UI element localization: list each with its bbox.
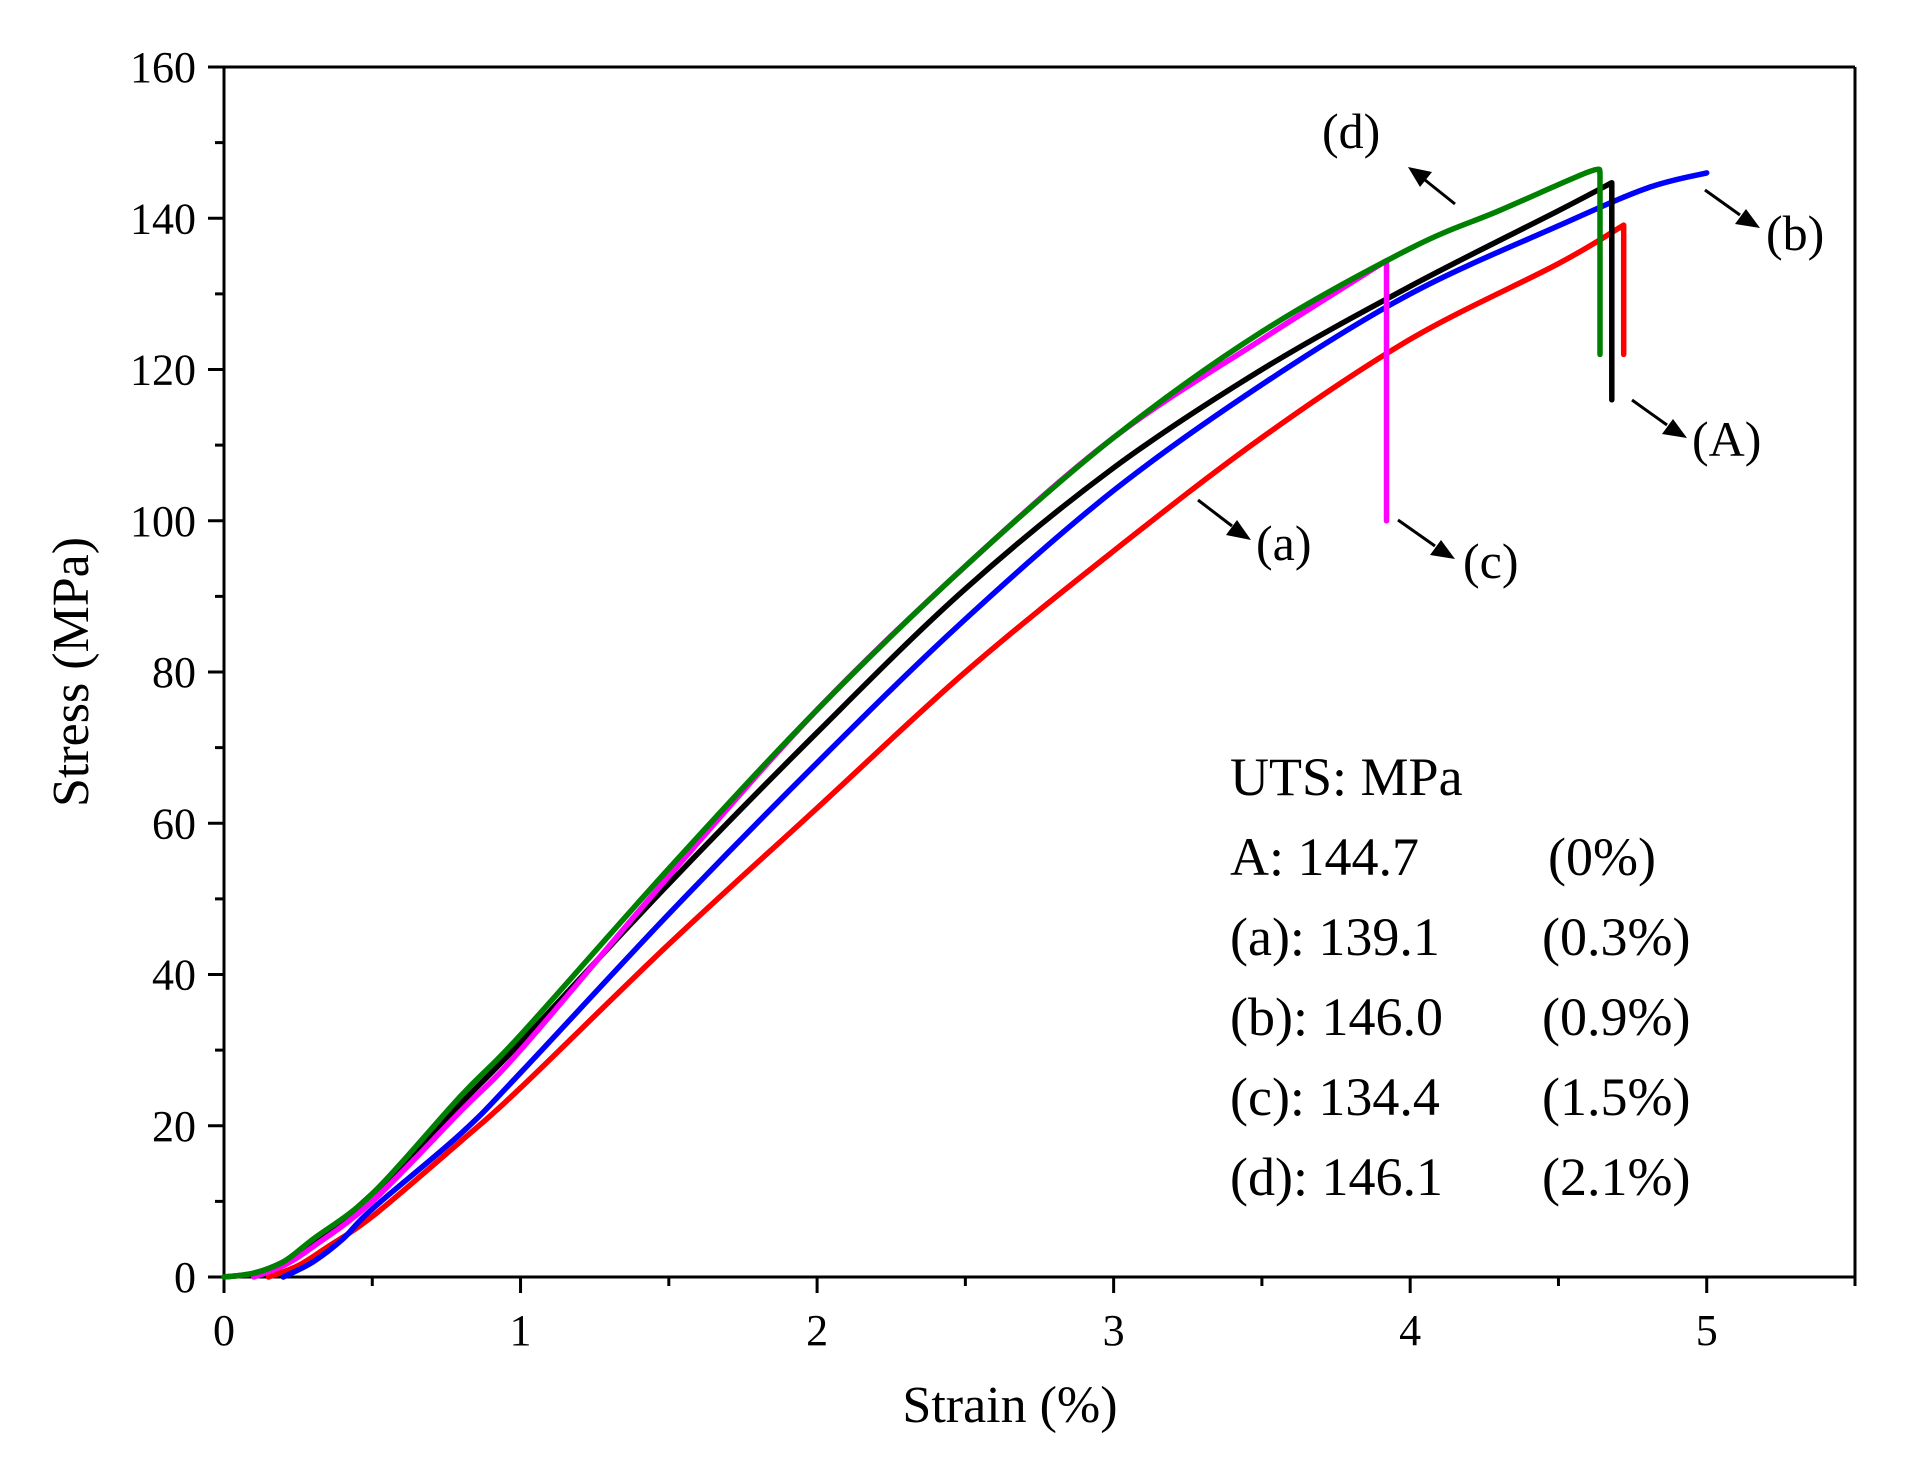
x-tick-label: 4 xyxy=(1399,1306,1421,1355)
arrow-b-head xyxy=(1735,209,1760,228)
y-tick-label: 40 xyxy=(152,951,196,1000)
y-tick-label: 160 xyxy=(130,43,196,92)
uts-legend: UTS: MPa A: 144.7 (0%) (a): 139.1 (0.3%)… xyxy=(1230,747,1690,1207)
arrow-A-line xyxy=(1631,398,1668,427)
arrow-c-head xyxy=(1430,540,1455,559)
series-line-A xyxy=(221,179,1615,1280)
x-tick-labels: 0 1 2 3 4 5 xyxy=(213,1306,1718,1355)
arrow-A-head xyxy=(1662,419,1687,438)
legend-row-a-pct: (0.3%) xyxy=(1542,907,1690,967)
legend-row-d-label: (d): 146.1 xyxy=(1230,1147,1443,1207)
legend-row-d-pct: (2.1%) xyxy=(1542,1147,1690,1207)
annotation-b: (b) xyxy=(1766,205,1824,261)
legend-row-c-label: (c): 134.4 xyxy=(1230,1067,1440,1127)
arrow-d-line xyxy=(1424,178,1456,206)
arrow-a-line xyxy=(1197,498,1233,528)
y-tick-label: 100 xyxy=(130,497,196,546)
legend-row-A-label: A: 144.7 xyxy=(1230,827,1419,887)
x-tick-label: 2 xyxy=(806,1306,828,1355)
y-tick-label: 60 xyxy=(152,799,196,848)
arrow-a-head xyxy=(1226,520,1251,540)
series-lines xyxy=(221,166,1710,1280)
legend-title: UTS: MPa xyxy=(1230,747,1463,807)
x-tick-label: 1 xyxy=(510,1306,532,1355)
legend-row-b-pct: (0.9%) xyxy=(1542,987,1690,1047)
x-tick-label: 3 xyxy=(1103,1306,1125,1355)
y-tick-label: 120 xyxy=(130,346,196,395)
legend-row-A-pct: (0%) xyxy=(1548,827,1656,887)
arrow-c-line xyxy=(1397,518,1436,548)
axis-ticks xyxy=(208,65,1857,1293)
series-line-b xyxy=(280,170,1710,1280)
legend-row-b-label: (b): 146.0 xyxy=(1230,987,1443,1047)
annotation-d: (d) xyxy=(1322,103,1380,159)
y-tick-label: 0 xyxy=(174,1253,196,1302)
y-tick-label: 140 xyxy=(130,194,196,243)
annotation-a: (a) xyxy=(1256,515,1312,571)
annotation-A: (A) xyxy=(1692,411,1761,467)
legend-row-c-pct: (1.5%) xyxy=(1542,1067,1690,1127)
arrow-b-line xyxy=(1704,188,1741,217)
x-axis-label: Strain (%) xyxy=(902,1377,1117,1434)
annotation-c: (c) xyxy=(1463,533,1519,589)
y-tick-labels: 0 20 40 60 80 100 120 140 160 xyxy=(130,43,196,1302)
y-tick-label: 80 xyxy=(152,648,196,697)
y-tick-label: 20 xyxy=(152,1102,196,1151)
curve-annotations: (d) (b) (A) (a) (c) xyxy=(1197,103,1824,589)
legend-row-a-label: (a): 139.1 xyxy=(1230,907,1440,967)
x-tick-label: 5 xyxy=(1696,1306,1718,1355)
x-tick-label: 0 xyxy=(213,1306,235,1355)
series-line-d xyxy=(221,166,1603,1280)
arrow-d-head xyxy=(1408,167,1432,187)
y-axis-label: Stress (MPa) xyxy=(43,537,100,807)
